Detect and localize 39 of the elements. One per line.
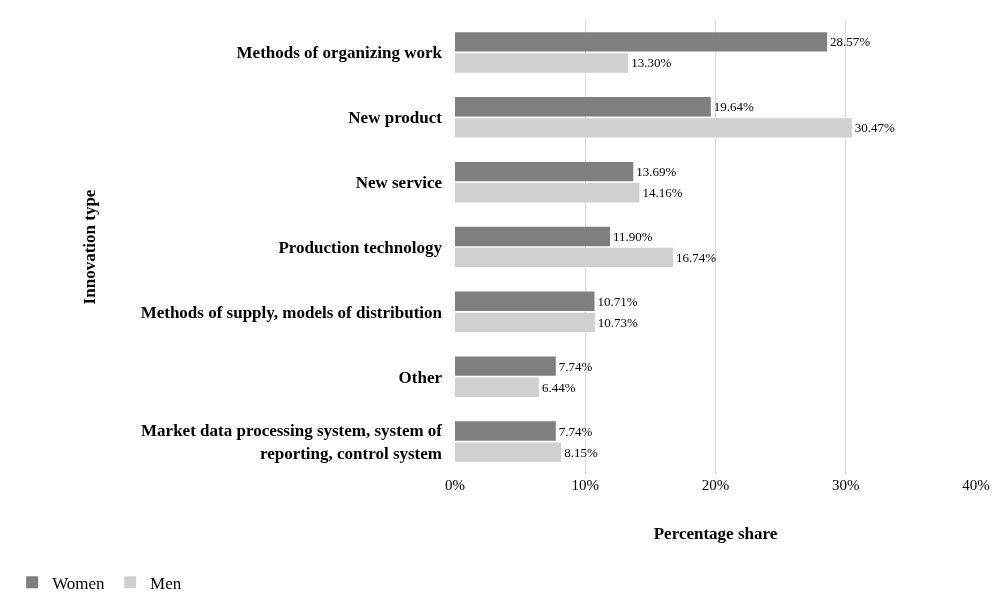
bar <box>455 226 610 247</box>
data-label: 28.57% <box>830 34 871 50</box>
y-tick-label: New service <box>355 173 443 193</box>
x-tick-label: 40% <box>962 477 990 493</box>
data-label: 14.16% <box>642 185 683 201</box>
x-axis-title: Percentage share <box>653 524 778 544</box>
data-label: 19.64% <box>713 99 755 115</box>
y-tick-label: Methods of organizing work <box>236 43 443 63</box>
bar <box>455 97 711 117</box>
y-tick-label: New product <box>348 108 443 128</box>
y-tick-label: Market data processing system, system of reporting, control system <box>141 421 443 463</box>
data-label: 13.30% <box>631 55 672 71</box>
data-label: 13.69% <box>636 164 677 180</box>
bar <box>455 377 539 397</box>
legend-label: Men <box>150 573 182 593</box>
data-label: 7.74% <box>558 358 593 374</box>
data-label: 16.74% <box>676 250 717 266</box>
x-tick-label: 20% <box>701 477 730 493</box>
data-label: 11.90% <box>613 228 653 244</box>
data-label: 8.15% <box>564 444 598 460</box>
bar <box>455 32 828 52</box>
bar <box>455 442 562 462</box>
data-label: 30.47% <box>854 120 896 136</box>
x-tick-label: 30% <box>832 477 860 493</box>
legend-label: Women <box>52 573 106 593</box>
x-tick-label: 0% <box>445 477 465 493</box>
bar <box>455 356 556 376</box>
bar <box>455 161 634 182</box>
y-tick-label: Methods of supply, models of distribution <box>140 302 443 322</box>
data-label: 7.74% <box>558 423 593 439</box>
bar <box>455 291 595 312</box>
y-tick-label: Production technology <box>278 237 443 257</box>
x-tick-label: 10% <box>571 477 599 493</box>
y-tick-label: Other <box>398 367 443 387</box>
data-label: 6.44% <box>541 379 576 395</box>
y-axis-title: Innovation type <box>80 189 100 305</box>
bar <box>455 421 556 441</box>
data-label: 10.71% <box>597 293 638 309</box>
data-label: 10.73% <box>597 314 639 330</box>
